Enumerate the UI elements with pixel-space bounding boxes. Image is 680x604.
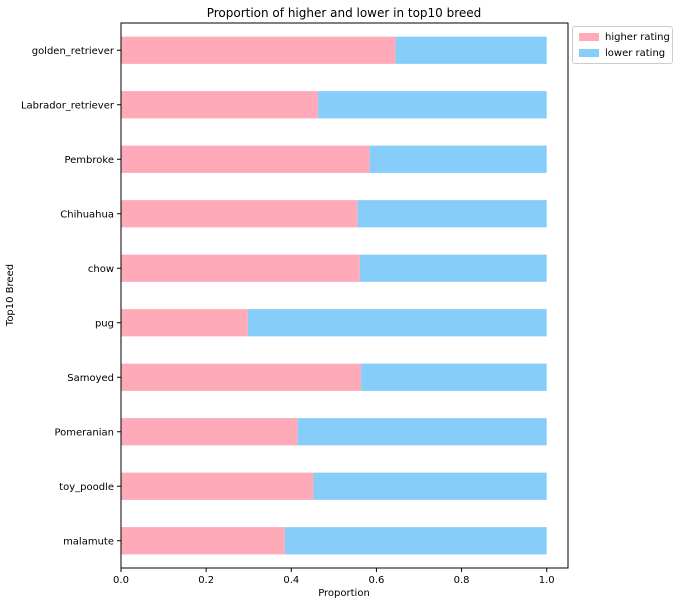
legend-item-higher: higher rating: [579, 30, 670, 44]
x-tick-label: 0.8: [454, 575, 470, 586]
y-tick-label: Samoyed: [67, 373, 114, 384]
x-axis: 0.0 0.2 0.4 0.6 0.8 1.0: [113, 568, 555, 586]
y-axis: golden_retriever Labrador_retriever Pembro…: [21, 46, 121, 547]
y-tick-label: golden_retriever: [32, 46, 115, 57]
legend-swatch-lower: [579, 49, 599, 57]
y-tick-label: chow: [88, 264, 114, 275]
bar-higher-pug: [121, 309, 248, 337]
y-tick-label: Pomeranian: [54, 427, 114, 438]
bar-lower-malamute: [284, 527, 547, 555]
x-tick-label: 0.0: [113, 575, 129, 586]
y-tick-label: toy_poodle: [59, 482, 114, 493]
bar-higher-golden_retriever: [121, 36, 396, 64]
bar-lower-Samoyed: [361, 363, 547, 391]
legend-item-lower: lower rating: [579, 46, 665, 60]
bar-lower-Chihuahua: [357, 200, 547, 228]
bar-lower-golden_retriever: [395, 36, 547, 64]
bar-higher-Pembroke: [121, 145, 370, 173]
bar-higher-chow: [121, 254, 360, 282]
bar-lower-Pembroke: [369, 145, 547, 173]
bar-lower-chow: [359, 254, 547, 282]
legend-label-lower: lower rating: [605, 47, 666, 59]
y-tick-label: pug: [95, 318, 114, 329]
bar-lower-Labrador_retriever: [318, 91, 547, 119]
bar-higher-toy_poodle: [121, 472, 314, 500]
bar-lower-Pomeranian: [297, 418, 547, 446]
y-tick-label: Labrador_retriever: [21, 100, 115, 111]
x-tick-label: 1.0: [539, 575, 555, 586]
x-tick-label: 0.2: [198, 575, 214, 586]
bar-lower-pug: [247, 309, 547, 337]
x-tick-label: 0.6: [368, 575, 384, 586]
bar-higher-Pomeranian: [121, 418, 298, 446]
bar-higher-Labrador_retriever: [121, 91, 319, 119]
legend-label-higher: higher rating: [605, 31, 670, 43]
x-axis-label: Proportion: [318, 588, 370, 599]
bar-higher-Samoyed: [121, 363, 362, 391]
y-tick-label: malamute: [63, 536, 114, 547]
bar-higher-malamute: [121, 527, 285, 555]
bar-higher-Chihuahua: [121, 200, 358, 228]
y-tick-label: Pembroke: [64, 155, 114, 166]
x-tick-label: 0.4: [283, 575, 299, 586]
plot-frame: [120, 22, 569, 569]
chart-title: Proportion of higher and lower in top10 …: [207, 6, 482, 20]
y-axis-label: Top10 Breed: [5, 264, 16, 327]
bar-lower-toy_poodle: [313, 472, 547, 500]
legend-swatch-higher: [579, 33, 599, 41]
y-tick-label: Chihuahua: [60, 209, 114, 220]
bars-group: [121, 36, 547, 555]
legend: higher rating lower rating: [572, 26, 673, 64]
